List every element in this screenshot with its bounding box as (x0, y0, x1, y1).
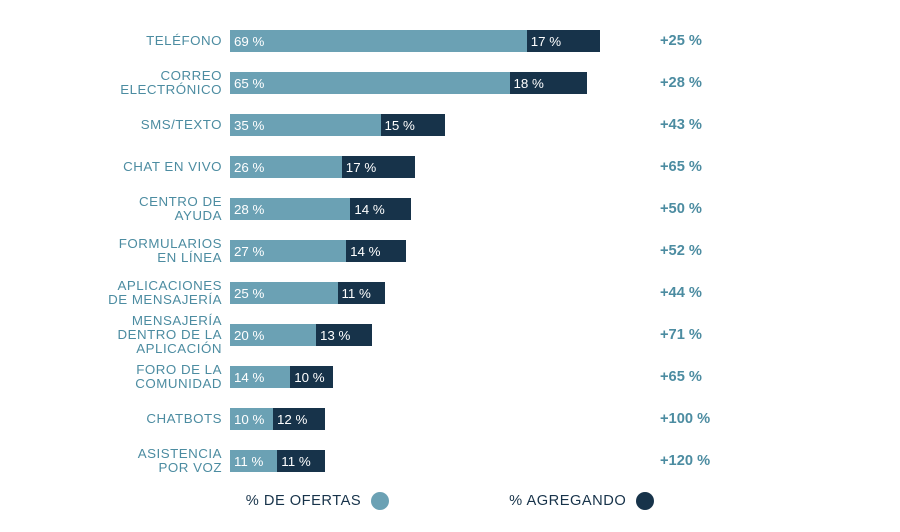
row-label: FORO DE LACOMUNIDAD (0, 363, 230, 391)
bar-ofertas: 28 % (230, 198, 350, 220)
row-delta: +71 % (630, 327, 702, 343)
row-label: FORMULARIOSEN LÍNEA (0, 237, 230, 265)
row-delta: +120 % (630, 453, 710, 469)
row-label: CHAT EN VIVO (0, 160, 230, 174)
legend-item-ofertas: % DE OFERTAS (246, 492, 389, 510)
bar-group: 65 %18 % (230, 62, 630, 104)
chart-row: MENSAJERÍADENTRO DE LAAPLICACIÓN20 %13 %… (0, 314, 900, 356)
bar-agregando: 15 % (381, 114, 446, 136)
row-label: MENSAJERÍADENTRO DE LAAPLICACIÓN (0, 314, 230, 356)
bar-group: 35 %15 % (230, 104, 630, 146)
row-label: TELÉFONO (0, 34, 230, 48)
chart-row: TELÉFONO69 %17 %+25 % (0, 20, 900, 62)
bar-agregando: 17 % (342, 156, 415, 178)
bar-ofertas: 20 % (230, 324, 316, 346)
bar-group: 26 %17 % (230, 146, 630, 188)
row-label: SMS/TEXTO (0, 118, 230, 132)
chart-row: CORREOELECTRÓNICO65 %18 %+28 % (0, 62, 900, 104)
legend: % DE OFERTAS % AGREGANDO (0, 492, 900, 510)
row-delta: +100 % (630, 411, 710, 427)
bar-ofertas: 65 % (230, 72, 510, 94)
bar-group: 27 %14 % (230, 230, 630, 272)
bar-ofertas: 27 % (230, 240, 346, 262)
bar-agregando: 11 % (338, 282, 385, 304)
row-delta: +44 % (630, 285, 702, 301)
bar-ofertas: 25 % (230, 282, 338, 304)
bar-ofertas: 11 % (230, 450, 277, 472)
row-label: CORREOELECTRÓNICO (0, 69, 230, 97)
chart-row: CHATBOTS10 %12 %+100 % (0, 398, 900, 440)
stacked-bar-chart: TELÉFONO69 %17 %+25 %CORREOELECTRÓNICO65… (0, 0, 900, 532)
bar-agregando: 11 % (277, 450, 324, 472)
bar-ofertas: 35 % (230, 114, 381, 136)
chart-row: APLICACIONESDE MENSAJERÍA25 %11 %+44 % (0, 272, 900, 314)
legend-item-agregando: % AGREGANDO (509, 492, 654, 510)
rows-container: TELÉFONO69 %17 %+25 %CORREOELECTRÓNICO65… (0, 20, 900, 482)
chart-row: CHAT EN VIVO26 %17 %+65 % (0, 146, 900, 188)
bar-agregando: 14 % (346, 240, 406, 262)
bar-agregando: 18 % (510, 72, 587, 94)
row-delta: +52 % (630, 243, 702, 259)
legend-ofertas-swatch (371, 492, 389, 510)
bar-ofertas: 26 % (230, 156, 342, 178)
row-label: CENTRO DEAYUDA (0, 195, 230, 223)
bar-group: 11 %11 % (230, 440, 630, 482)
chart-row: CENTRO DEAYUDA28 %14 %+50 % (0, 188, 900, 230)
row-delta: +65 % (630, 369, 702, 385)
bar-ofertas: 69 % (230, 30, 527, 52)
legend-agregando-label: % AGREGANDO (509, 493, 626, 509)
bar-group: 14 %10 % (230, 356, 630, 398)
row-delta: +50 % (630, 201, 702, 217)
bar-group: 69 %17 % (230, 20, 630, 62)
chart-row: SMS/TEXTO35 %15 %+43 % (0, 104, 900, 146)
bar-agregando: 14 % (350, 198, 410, 220)
bar-ofertas: 10 % (230, 408, 273, 430)
bar-group: 10 %12 % (230, 398, 630, 440)
row-label: CHATBOTS (0, 412, 230, 426)
row-label: APLICACIONESDE MENSAJERÍA (0, 279, 230, 307)
legend-agregando-swatch (636, 492, 654, 510)
row-delta: +65 % (630, 159, 702, 175)
bar-ofertas: 14 % (230, 366, 290, 388)
chart-row: FORMULARIOSEN LÍNEA27 %14 %+52 % (0, 230, 900, 272)
row-label: ASISTENCIAPOR VOZ (0, 447, 230, 475)
bar-agregando: 10 % (290, 366, 333, 388)
legend-ofertas-label: % DE OFERTAS (246, 493, 361, 509)
bar-group: 20 %13 % (230, 314, 630, 356)
bar-group: 28 %14 % (230, 188, 630, 230)
bar-group: 25 %11 % (230, 272, 630, 314)
row-delta: +28 % (630, 75, 702, 91)
bar-agregando: 17 % (527, 30, 600, 52)
bar-agregando: 13 % (316, 324, 372, 346)
chart-row: FORO DE LACOMUNIDAD14 %10 %+65 % (0, 356, 900, 398)
chart-row: ASISTENCIAPOR VOZ11 %11 %+120 % (0, 440, 900, 482)
bar-agregando: 12 % (273, 408, 325, 430)
row-delta: +25 % (630, 33, 702, 49)
row-delta: +43 % (630, 117, 702, 133)
